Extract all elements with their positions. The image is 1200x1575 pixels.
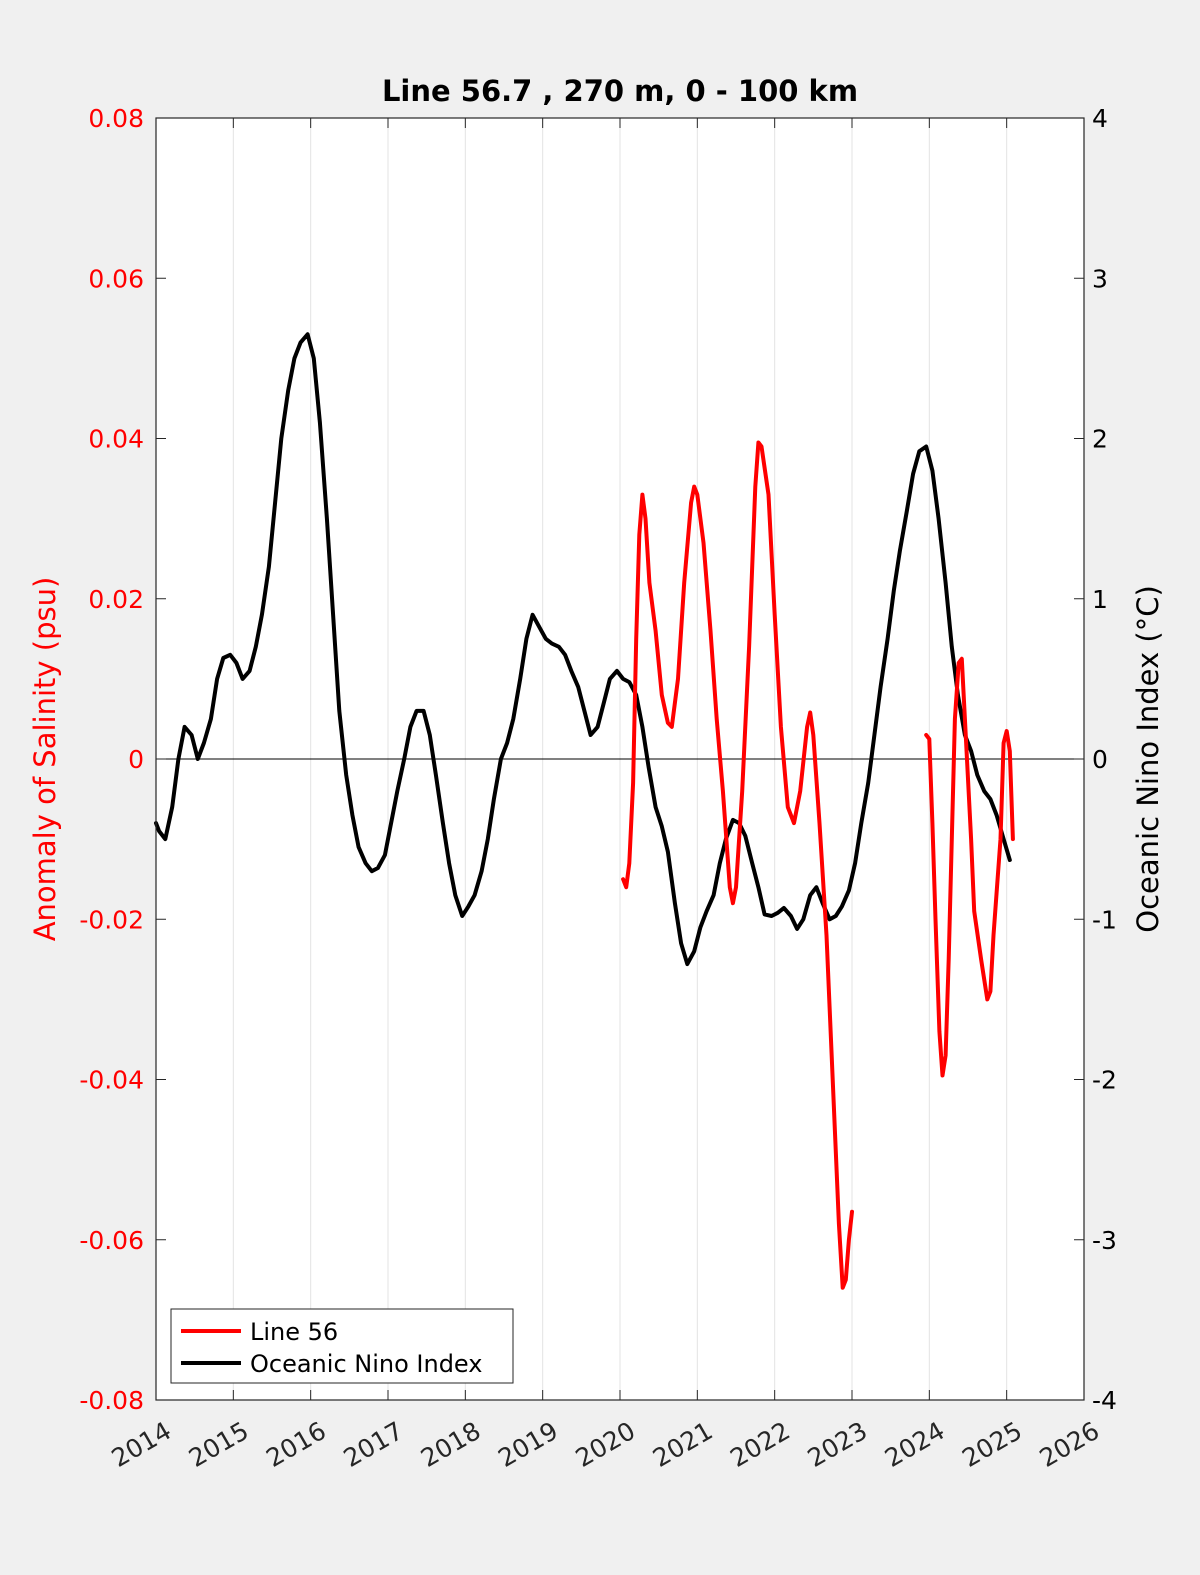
x-tick-label: 2020: [571, 1416, 641, 1473]
legend-label-oni: Oceanic Nino Index: [250, 1350, 482, 1378]
x-tick-label: 2018: [416, 1416, 486, 1473]
y-left-tick-label: 0.08: [88, 104, 144, 133]
chart-title: Line 56.7 , 270 m, 0 - 100 km: [382, 74, 858, 108]
y-axis-left-label: Anomaly of Salinity (psu): [28, 577, 62, 942]
legend-box: [170, 1308, 514, 1384]
y-right-tick-label: 4: [1092, 104, 1108, 133]
x-tick-label: 2014: [107, 1416, 177, 1473]
x-tick-label: 2017: [339, 1416, 409, 1473]
x-tick-label: 2016: [261, 1416, 331, 1473]
y-axis-right-label: Oceanic Nino Index (°C): [1131, 585, 1165, 933]
y-left-tick-label: -0.02: [79, 905, 144, 934]
y-right-tick-label: 0: [1092, 745, 1108, 774]
y-left-tick-label: 0: [128, 745, 144, 774]
x-tick-label: 2015: [184, 1416, 254, 1473]
x-tick-label: 2019: [493, 1416, 563, 1473]
y-left-tick-label: -0.06: [79, 1226, 144, 1255]
y-right-tick-label: 2: [1092, 425, 1108, 454]
series-layer: [154, 332, 1015, 1290]
legend: Line 56 Oceanic Nino Index: [170, 1308, 514, 1384]
y-left-tick-label: 0.06: [88, 264, 144, 293]
legend-label-line-56: Line 56: [250, 1318, 338, 1346]
x-tick-label: 2026: [1035, 1416, 1105, 1473]
y-right-tick-label: -1: [1092, 905, 1117, 934]
y-right-tick-label: -3: [1092, 1226, 1117, 1255]
y-left-tick-label: -0.08: [79, 1386, 144, 1415]
x-tick-label: 2022: [725, 1416, 795, 1473]
series-line-line-56-1: [924, 656, 1015, 1078]
x-tick-label: 2023: [803, 1416, 873, 1473]
y-left-tick-label: 0.04: [88, 425, 144, 454]
y-left-tick-label: 0.02: [88, 585, 144, 614]
y-right-tick-label: 1: [1092, 585, 1108, 614]
x-tick-label: 2024: [880, 1416, 950, 1473]
y-right-tick-label: -4: [1092, 1386, 1117, 1415]
series-line-oceanic-nino-index-0: [154, 332, 1012, 967]
x-tick-label: 2021: [648, 1416, 718, 1473]
x-tick-label: 2025: [957, 1416, 1027, 1473]
series-line-line-56-0: [621, 440, 854, 1290]
y-right-tick-label: 3: [1092, 264, 1108, 293]
y-right-tick-label: -2: [1092, 1066, 1117, 1095]
y-left-tick-label: -0.04: [79, 1066, 144, 1095]
